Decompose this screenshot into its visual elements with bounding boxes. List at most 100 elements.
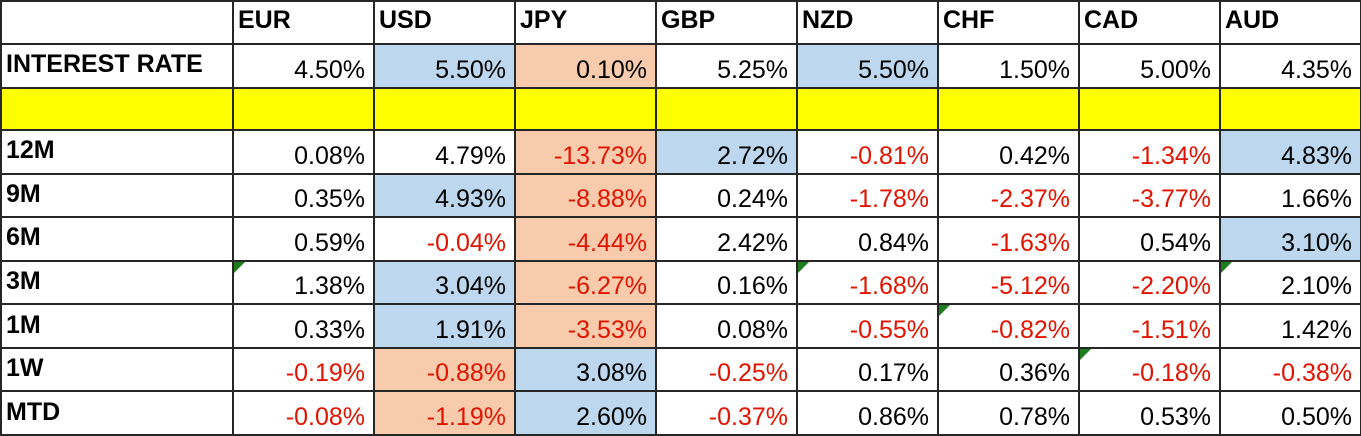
cell-3m-usd[interactable]: 3.04% [373,259,516,306]
row-label-interest-rate[interactable]: INTEREST RATE [0,43,234,89]
cell-12m-eur[interactable]: 0.08% [232,129,375,175]
row-label-3m[interactable]: 3M [0,259,234,306]
cell-9m-cad[interactable]: -3.77% [1078,172,1221,219]
row-label-1w[interactable]: 1W [0,346,234,393]
cell-1m-gbp[interactable]: 0.08% [655,303,798,349]
cell-6m-eur[interactable]: 0.59% [232,216,375,262]
cell-interest-rate-gbp[interactable]: 5.25% [655,43,798,89]
cell-1m-cad[interactable]: -1.51% [1078,303,1221,349]
cell-mtd-chf[interactable]: 0.78% [937,390,1080,436]
cell-3m-cad[interactable]: -2.20% [1078,259,1221,306]
cell-interest-rate-jpy[interactable]: 0.10% [514,43,657,89]
cell-1m-eur[interactable]: 0.33% [232,303,375,349]
cell-1w-gbp[interactable]: -0.25% [655,346,798,393]
cell-3m-aud[interactable]: 2.10% [1219,259,1361,306]
cell-1w-nzd[interactable]: 0.17% [796,346,939,393]
cell-9m-gbp[interactable]: 0.24% [655,172,798,219]
cell-1w-usd[interactable]: -0.88% [373,346,516,393]
cell-3m-nzd[interactable]: -1.68% [796,259,939,306]
cell-1w-cad[interactable]: -0.18% [1078,346,1221,393]
column-header-eur[interactable]: EUR [232,0,375,45]
cell-12m-cad[interactable]: -1.34% [1078,129,1221,175]
spacer-cell[interactable] [232,86,375,132]
cell-interest-rate-cad[interactable]: 5.00% [1078,43,1221,89]
cell-12m-aud[interactable]: 4.83% [1219,129,1361,175]
cell-6m-nzd[interactable]: 0.84% [796,216,939,262]
cell-1w-eur[interactable]: -0.19% [232,346,375,393]
column-header-nzd[interactable]: NZD [796,0,939,45]
cell-12m-nzd[interactable]: -0.81% [796,129,939,175]
cell-6m-chf[interactable]: -1.63% [937,216,1080,262]
spacer-cell[interactable] [514,86,657,132]
cell-1m-usd[interactable]: 1.91% [373,303,516,349]
cell-9m-jpy[interactable]: -8.88% [514,172,657,219]
spacer-cell[interactable] [1078,86,1221,132]
row-label-1m[interactable]: 1M [0,303,234,349]
table-row-1m: 1M 0.33% 1.91% -3.53% 0.08% -0.55% -0.82% -1.51… [0,303,1361,349]
row-label-9m[interactable]: 9M [0,172,234,219]
row-label-12m[interactable]: 12M [0,129,234,175]
cell-12m-gbp[interactable]: 2.72% [655,129,798,175]
cell-6m-aud[interactable]: 3.10% [1219,216,1361,262]
cell-3m-chf[interactable]: -5.12% [937,259,1080,306]
spacer-cell[interactable] [1219,86,1361,132]
header-row: EUR USD JPY GBP NZD CHF CAD AUD [0,0,1361,45]
column-header-chf[interactable]: CHF [937,0,1080,45]
cell-6m-gbp[interactable]: 2.42% [655,216,798,262]
spacer-cell[interactable] [937,86,1080,132]
comment-flag-icon [1222,262,1232,273]
cell-9m-aud[interactable]: 1.66% [1219,172,1361,219]
table-row-12m: 12M 0.08% 4.79% -13.73% 2.72% -0.81% 0.42% -1.3… [0,129,1361,175]
cell-interest-rate-usd[interactable]: 5.50% [373,43,516,89]
column-header-jpy[interactable]: JPY [514,0,657,45]
cell-interest-rate-chf[interactable]: 1.50% [937,43,1080,89]
cell-6m-cad[interactable]: 0.54% [1078,216,1221,262]
cell-interest-rate-nzd[interactable]: 5.50% [796,43,939,89]
cell-1m-jpy[interactable]: -3.53% [514,303,657,349]
table-row-9m: 9M 0.35% 4.93% -8.88% 0.24% -1.78% -2.37% -3.77… [0,172,1361,219]
cell-3m-jpy[interactable]: -6.27% [514,259,657,306]
cell-3m-eur[interactable]: 1.38% [232,259,375,306]
column-header-aud[interactable]: AUD [1219,0,1361,45]
column-header-cad[interactable]: CAD [1078,0,1221,45]
cell-9m-chf[interactable]: -2.37% [937,172,1080,219]
cell-1m-chf[interactable]: -0.82% [937,303,1080,349]
cell-6m-jpy[interactable]: -4.44% [514,216,657,262]
cell-9m-usd[interactable]: 4.93% [373,172,516,219]
cell-interest-rate-eur[interactable]: 4.50% [232,43,375,89]
cell-1m-aud[interactable]: 1.42% [1219,303,1361,349]
cell-1m-nzd[interactable]: -0.55% [796,303,939,349]
cell-mtd-aud[interactable]: 0.50% [1219,390,1361,436]
cell-mtd-gbp[interactable]: -0.37% [655,390,798,436]
comment-flag-icon [799,262,809,273]
cell-interest-rate-aud[interactable]: 4.35% [1219,43,1361,89]
cell-12m-chf[interactable]: 0.42% [937,129,1080,175]
spacer-cell[interactable] [655,86,798,132]
cell-9m-nzd[interactable]: -1.78% [796,172,939,219]
cell-6m-usd[interactable]: -0.04% [373,216,516,262]
cell-3m-gbp[interactable]: 0.16% [655,259,798,306]
row-label-6m[interactable]: 6M [0,216,234,262]
spacer-cell[interactable] [373,86,516,132]
cell-1w-chf[interactable]: 0.36% [937,346,1080,393]
cell-mtd-nzd[interactable]: 0.86% [796,390,939,436]
cell-mtd-usd[interactable]: -1.19% [373,390,516,436]
table-row-6m: 6M 0.59% -0.04% -4.44% 2.42% 0.84% -1.63% 0.54%… [0,216,1361,262]
cell-1w-jpy[interactable]: 3.08% [514,346,657,393]
cell-mtd-eur[interactable]: -0.08% [232,390,375,436]
comment-flag-icon [235,262,245,273]
spacer-cell[interactable] [796,86,939,132]
cell-mtd-cad[interactable]: 0.53% [1078,390,1221,436]
header-corner-cell[interactable] [0,0,234,45]
spacer-cell[interactable] [0,86,234,132]
cell-12m-jpy[interactable]: -13.73% [514,129,657,175]
cell-1w-aud[interactable]: -0.38% [1219,346,1361,393]
cell-mtd-jpy[interactable]: 2.60% [514,390,657,436]
row-label-mtd[interactable]: MTD [0,390,234,436]
column-header-gbp[interactable]: GBP [655,0,798,45]
comment-flag-icon [940,306,950,317]
cell-9m-eur[interactable]: 0.35% [232,172,375,219]
cell-12m-usd[interactable]: 4.79% [373,129,516,175]
column-header-usd[interactable]: USD [373,0,516,45]
